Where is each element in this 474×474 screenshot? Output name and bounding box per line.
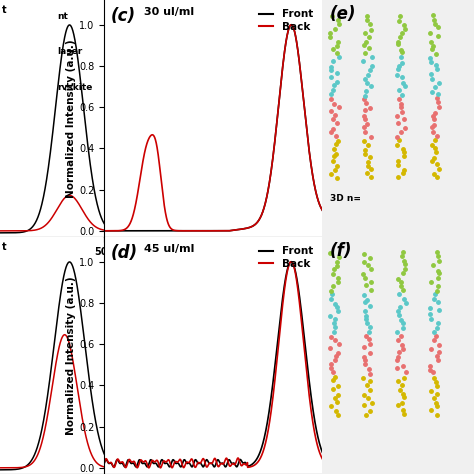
Legend: Front, Back: Front, Back: [255, 5, 317, 36]
Text: (f): (f): [330, 242, 352, 260]
Text: (d): (d): [111, 244, 138, 262]
Text: 45 ul/ml: 45 ul/ml: [144, 244, 194, 254]
Y-axis label: Normalized Intensity (a.u.): Normalized Intensity (a.u.): [66, 276, 76, 435]
Text: laser: laser: [57, 47, 82, 56]
Text: t: t: [2, 5, 7, 15]
Text: (e): (e): [330, 5, 356, 23]
Y-axis label: Normalized Intensity (a.u.): Normalized Intensity (a.u.): [66, 39, 76, 198]
Text: 30 ul/ml: 30 ul/ml: [144, 7, 194, 17]
Text: nt: nt: [57, 12, 68, 21]
Text: t: t: [2, 242, 7, 252]
Legend: Front, Back: Front, Back: [255, 242, 317, 273]
X-axis label: (nm): (nm): [39, 262, 65, 272]
X-axis label: Wavelength (nm): Wavelength (nm): [159, 262, 267, 272]
Text: rvskite: rvskite: [57, 83, 93, 92]
Text: (c): (c): [111, 7, 136, 25]
Text: 3D n=: 3D n=: [330, 194, 361, 203]
